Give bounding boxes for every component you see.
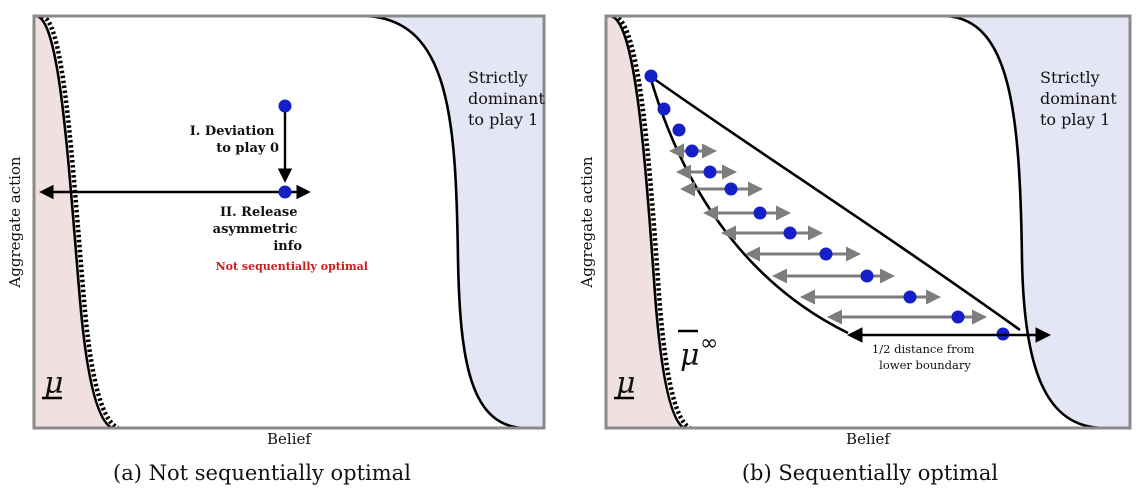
deviation-point bbox=[278, 185, 292, 199]
belief-point bbox=[644, 69, 658, 83]
not-optimal-note: Not sequentially optimal bbox=[216, 260, 368, 273]
caption-a: (a) Not sequentially optimal bbox=[113, 461, 411, 485]
x-axis-label-b: Belief bbox=[846, 430, 891, 448]
distance-label: 1/2 distance from lower boundary bbox=[872, 342, 978, 372]
belief-point bbox=[657, 102, 671, 116]
start-point bbox=[278, 99, 292, 113]
belief-point bbox=[819, 247, 833, 261]
belief-point bbox=[703, 165, 717, 179]
x-axis-label-a: Belief bbox=[267, 430, 312, 448]
infinity-superscript: ∞ bbox=[700, 331, 718, 356]
dots-group bbox=[644, 69, 1010, 341]
dominant-label-a: Strictly dominant to play 1 bbox=[468, 68, 550, 129]
mu-lower-label-a: μ bbox=[44, 366, 64, 401]
panel-b: 1/2 distance from lower boundary Strictl… bbox=[578, 14, 1132, 485]
belief-point bbox=[951, 310, 965, 324]
lower-boundary-b bbox=[609, 16, 685, 428]
release-arrows-group bbox=[669, 143, 987, 325]
belief-point bbox=[903, 290, 917, 304]
release-label: II. Release asymmetric info bbox=[213, 205, 303, 254]
y-axis-label-a: Aggregate action bbox=[6, 156, 24, 289]
belief-point bbox=[685, 144, 699, 158]
belief-point bbox=[724, 182, 738, 196]
upper-boundary-b bbox=[945, 16, 1105, 428]
deviation-label: I. Deviation to play 0 bbox=[190, 124, 279, 156]
belief-point bbox=[672, 123, 686, 137]
mu-lower-label-b: μ bbox=[616, 366, 636, 401]
dominant-region-a bbox=[366, 16, 544, 428]
belief-point bbox=[753, 206, 767, 220]
y-axis-label-b: Aggregate action bbox=[578, 156, 596, 289]
limit-boundary-upper bbox=[649, 74, 1021, 332]
caption-b: (b) Sequentially optimal bbox=[742, 461, 999, 485]
panel-a: I. Deviation to play 0 II. Release asymm… bbox=[6, 14, 550, 485]
upper-boundary-a bbox=[365, 16, 527, 428]
lower-boundary-dotted-b bbox=[613, 16, 692, 428]
frame-a bbox=[32, 14, 546, 430]
dominant-label-b: Strictly dominant to play 1 bbox=[1040, 68, 1122, 129]
lower-region-b bbox=[606, 16, 684, 428]
mu-bar-label: μ bbox=[680, 338, 700, 373]
dominant-region-b bbox=[946, 16, 1130, 428]
frame-b bbox=[604, 14, 1132, 430]
belief-point bbox=[860, 269, 874, 283]
lower-boundary-a bbox=[35, 16, 113, 428]
belief-point bbox=[783, 226, 797, 240]
limit-boundary-lower bbox=[648, 75, 849, 335]
